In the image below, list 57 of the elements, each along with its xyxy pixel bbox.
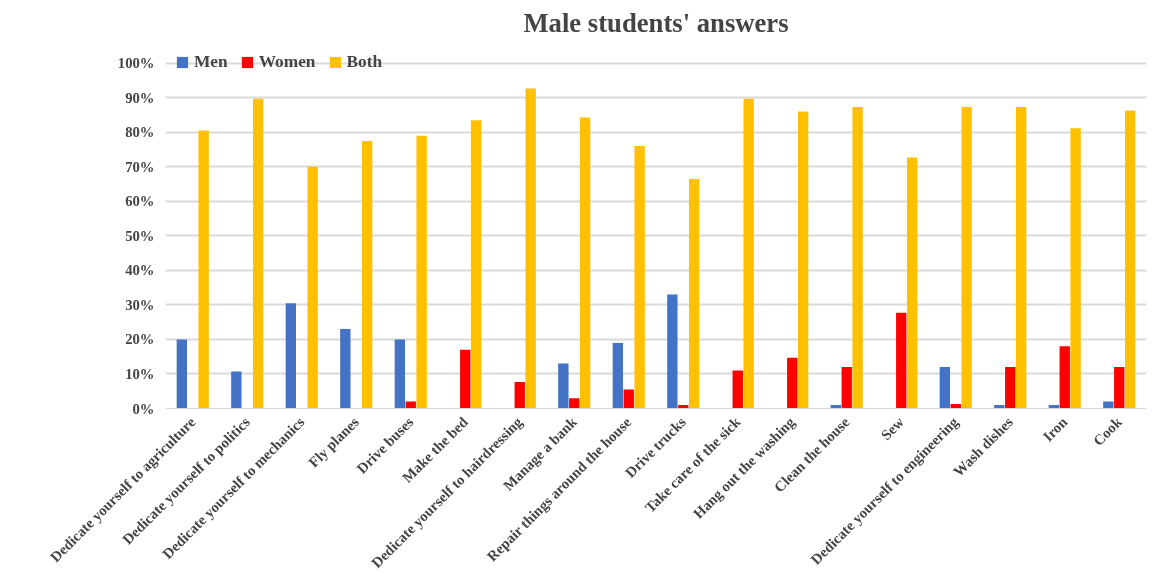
bar [525, 88, 536, 409]
bar [198, 130, 209, 409]
bar [514, 381, 525, 409]
bar [307, 166, 318, 409]
bar [623, 389, 634, 409]
x-tick-label: Iron [1039, 413, 1071, 445]
bar [1015, 107, 1027, 409]
y-tick-label: 80% [125, 124, 155, 141]
y-tick-label: 50% [125, 227, 155, 244]
y-tick-label: 30% [125, 296, 155, 313]
bar [361, 140, 373, 409]
legend-label: Men [194, 52, 228, 72]
bar [906, 157, 918, 409]
bar [1103, 401, 1114, 409]
x-tick-label: Sew [877, 413, 908, 443]
y-tick-label: 100% [117, 55, 155, 72]
bar [994, 405, 1005, 409]
y-tick-label: 20% [125, 331, 155, 348]
chart-title: Male students' answers [523, 7, 789, 38]
y-tick-label: 60% [125, 193, 155, 210]
y-tick-label: 70% [125, 158, 155, 175]
bar [558, 363, 569, 409]
bar [460, 349, 471, 409]
y-tick-label: 0% [132, 400, 155, 417]
bar [841, 367, 852, 409]
bar [416, 135, 427, 409]
legend-label: Both [346, 52, 383, 72]
bar [1070, 128, 1081, 409]
bar [340, 329, 351, 409]
bar [1124, 110, 1136, 409]
bar [896, 312, 907, 409]
bar [579, 117, 591, 409]
bar [470, 120, 482, 409]
bar [1005, 367, 1016, 409]
bar [667, 294, 678, 409]
bar [634, 146, 645, 409]
legend-label: Women [258, 52, 316, 72]
bar [285, 303, 297, 409]
y-tick-label: 40% [125, 262, 155, 279]
bar [787, 357, 798, 409]
bar [961, 107, 972, 409]
bar [176, 339, 188, 409]
bar [394, 339, 406, 409]
bar [688, 178, 700, 409]
bar [939, 367, 951, 409]
bar [1059, 346, 1070, 409]
bar [852, 107, 863, 409]
bar [569, 398, 580, 409]
bar [231, 371, 242, 409]
bar [252, 98, 264, 409]
bar [743, 98, 754, 409]
y-tick-label: 90% [125, 89, 155, 106]
bar [732, 370, 743, 409]
bar [1114, 367, 1125, 409]
bar [612, 342, 624, 409]
y-tick-label: 10% [125, 365, 155, 382]
bar [797, 111, 809, 409]
